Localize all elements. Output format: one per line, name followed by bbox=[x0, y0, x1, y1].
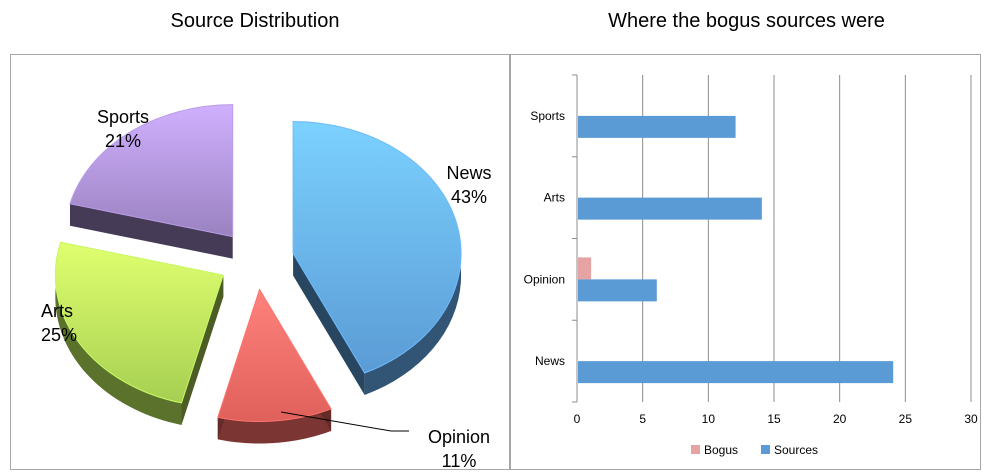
pie-chart: News 43% Opinion 11% Arts 25% Sports 21% bbox=[41, 104, 492, 469]
pie-slice-arts bbox=[54, 241, 224, 425]
pie-label-sports: Sports bbox=[97, 107, 149, 127]
opinion-leader-line bbox=[280, 411, 409, 432]
pie-pct-sports: 21% bbox=[105, 131, 141, 151]
bar-chart: 0 5 10 15 20 25 30 News Opinion Arts Sports Bogus So… bbox=[524, 74, 978, 457]
pie-slice-news bbox=[292, 121, 462, 395]
bar-sources-arts bbox=[578, 197, 762, 220]
x-tick-label: 5 bbox=[639, 412, 646, 426]
pie-label-opinion: Opinion bbox=[428, 427, 490, 447]
y-category-label: Arts bbox=[544, 191, 565, 205]
bar-chart-panel: 0 5 10 15 20 25 30 News Opinion Arts Sports Bogus So… bbox=[510, 54, 981, 470]
legend-swatch-bogus bbox=[691, 445, 700, 454]
x-tick-label: 15 bbox=[767, 412, 781, 426]
legend-label-bogus: Bogus bbox=[704, 443, 738, 457]
pie-chart-title: Source Distribution bbox=[170, 10, 340, 32]
x-tick-label: 30 bbox=[964, 412, 978, 426]
pie-slice-opinion bbox=[217, 288, 332, 444]
x-tick-label: 0 bbox=[574, 412, 581, 426]
pie-pct-opinion: 11% bbox=[442, 451, 477, 469]
pie-pct-arts: 25% bbox=[41, 325, 77, 345]
x-tick-label: 25 bbox=[899, 412, 913, 426]
y-category-label: Opinion bbox=[524, 272, 565, 286]
y-category-label: Sports bbox=[530, 109, 565, 123]
pie-label-arts: Arts bbox=[41, 301, 73, 321]
bar-sources-news bbox=[578, 361, 894, 384]
pie-slice-sports bbox=[69, 104, 234, 259]
x-tick-label: 20 bbox=[833, 412, 847, 426]
bar-sources-opinion bbox=[578, 279, 657, 302]
bar-bogus-opinion bbox=[578, 257, 592, 280]
x-tick-label: 10 bbox=[702, 412, 716, 426]
legend-swatch-sources bbox=[761, 445, 770, 454]
pie-chart-panel: News 43% Opinion 11% Arts 25% Sports 21% bbox=[10, 54, 510, 470]
pie-label-news: News bbox=[446, 163, 491, 183]
pie-pct-news: 43% bbox=[451, 187, 487, 207]
legend-label-sources: Sources bbox=[774, 443, 818, 457]
bar-chart-title: Where the bogus sources were bbox=[608, 10, 885, 32]
y-category-label: News bbox=[535, 354, 565, 368]
bar-sources-sports bbox=[578, 115, 736, 138]
